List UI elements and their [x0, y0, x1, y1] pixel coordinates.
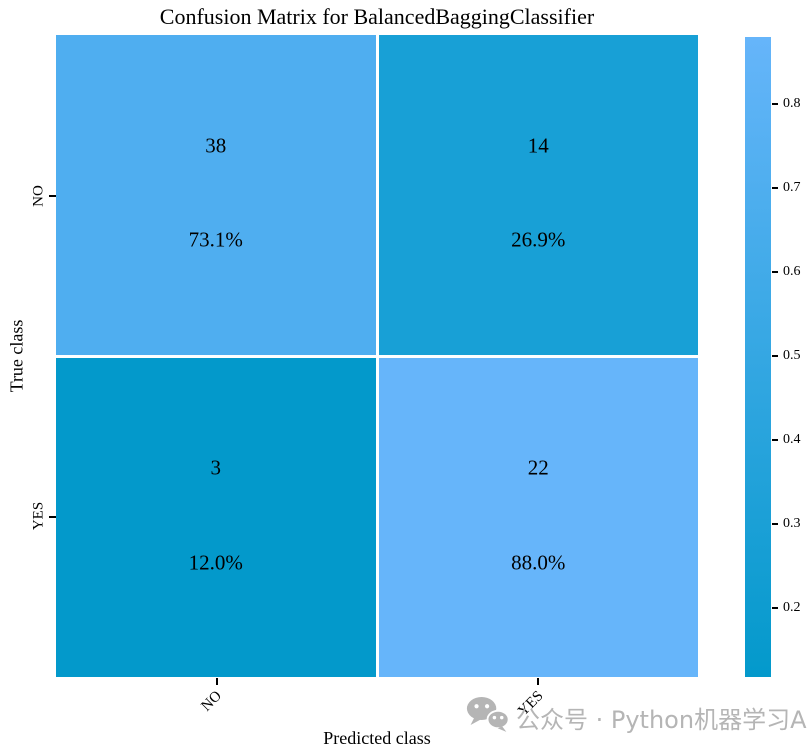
- colorbar-tick-mark: [772, 355, 778, 357]
- colorbar-tick-label: 0.8: [783, 96, 801, 111]
- x-tick-label-no: NO: [198, 688, 226, 715]
- cell-percent: 26.9%: [511, 227, 566, 252]
- heatmap-cell: 38 73.1%: [56, 35, 376, 355]
- colorbar-tick-label: 0.2: [783, 600, 801, 615]
- colorbar-tick-mark: [772, 439, 778, 441]
- heatmap-cell: 14 26.9%: [378, 35, 698, 355]
- colorbar-area: 0.8 0.7 0.6 0.5 0.4 0.3 0.2: [745, 37, 807, 677]
- watermark-text: 公众号 · Python机器学习AI: [516, 705, 808, 734]
- colorbar-tick-label: 0.6: [783, 264, 801, 279]
- wechat-icon: [466, 695, 516, 739]
- colorbar-tick-label: 0.7: [783, 180, 801, 195]
- x-tick-mark: [216, 678, 218, 685]
- cell-percent: 88.0%: [511, 550, 566, 575]
- y-tick-mark: [49, 516, 56, 518]
- colorbar-tick-mark: [772, 187, 778, 189]
- cell-count: 22: [527, 455, 549, 480]
- x-axis-label: Predicted class: [323, 728, 431, 748]
- colorbar-tick-mark: [772, 523, 778, 525]
- colorbar-gradient: [745, 37, 771, 677]
- colorbar-tick-mark: [772, 607, 778, 609]
- colorbar-tick-mark: [772, 103, 778, 105]
- cell-count: 3: [210, 455, 222, 480]
- confusion-matrix-heatmap: 38 73.1% 14 26.9% 3 12.0% 22 88.0%: [56, 35, 698, 677]
- cell-count: 38: [205, 133, 227, 158]
- chart-title: Confusion Matrix for BalancedBaggingClas…: [159, 4, 595, 29]
- watermark: 公众号 · Python机器学习AI: [466, 697, 808, 737]
- heatmap-cell: 3 12.0%: [56, 357, 376, 677]
- y-tick-label-no: NO: [30, 185, 47, 207]
- cell-count: 14: [527, 133, 549, 158]
- colorbar-tick-label: 0.5: [783, 348, 801, 363]
- colorbar-tick-label: 0.3: [783, 516, 801, 531]
- colorbar-tick-mark: [772, 271, 778, 273]
- y-tick-label-yes: YES: [30, 501, 47, 531]
- x-tick-mark: [537, 678, 539, 685]
- cell-percent: 12.0%: [188, 550, 243, 575]
- y-axis-label: True class: [6, 319, 27, 393]
- y-tick-mark: [49, 195, 56, 197]
- cell-percent: 73.1%: [188, 227, 243, 252]
- colorbar-tick-label: 0.4: [783, 432, 801, 447]
- heatmap-cell: 22 88.0%: [378, 357, 698, 677]
